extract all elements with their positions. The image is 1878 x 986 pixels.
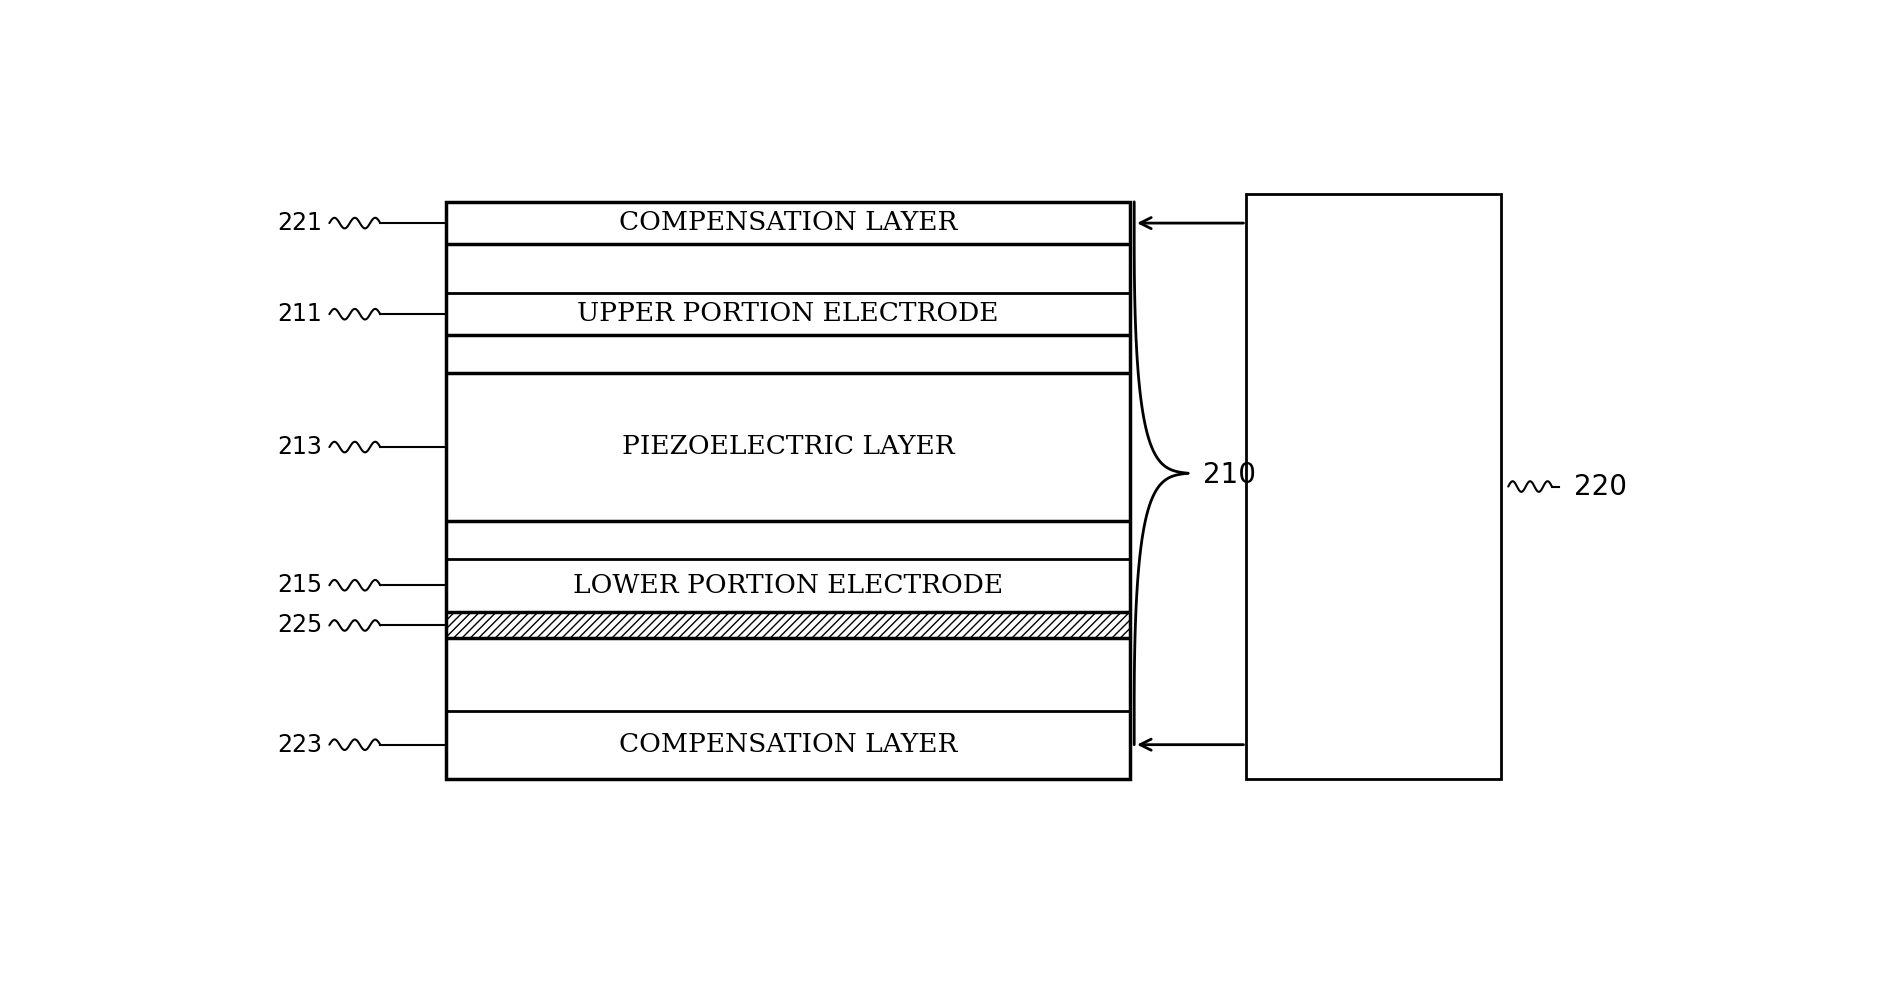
Text: 220: 220 — [1574, 472, 1626, 501]
Text: LOWER PORTION ELECTRODE: LOWER PORTION ELECTRODE — [573, 573, 1003, 598]
Text: 210: 210 — [1202, 461, 1256, 489]
Text: 215: 215 — [276, 573, 323, 598]
Bar — [445, 711, 1131, 779]
Text: COMPENSATION LAYER: COMPENSATION LAYER — [618, 733, 958, 757]
Bar — [445, 202, 1131, 244]
Text: PIEZOELECTRIC LAYER: PIEZOELECTRIC LAYER — [622, 434, 954, 459]
Text: 225: 225 — [276, 613, 323, 638]
Bar — [445, 559, 1131, 611]
Text: UPPER PORTION ELECTRODE: UPPER PORTION ELECTRODE — [577, 302, 999, 326]
Text: COMPENSATION LAYER: COMPENSATION LAYER — [618, 210, 958, 236]
Text: 213: 213 — [278, 435, 323, 459]
Bar — [445, 202, 1131, 779]
Bar — [445, 293, 1131, 334]
Text: 211: 211 — [278, 302, 323, 326]
Text: 221: 221 — [278, 211, 323, 235]
Text: 223: 223 — [278, 733, 323, 756]
Bar — [445, 373, 1131, 521]
Bar — [1247, 194, 1501, 779]
Bar — [445, 611, 1131, 638]
